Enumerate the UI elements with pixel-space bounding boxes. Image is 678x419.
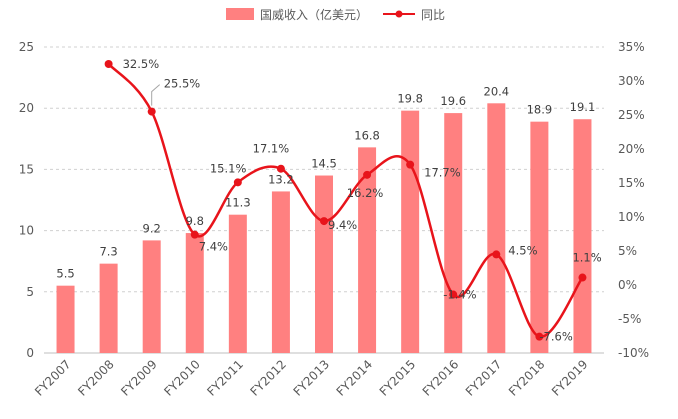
- y-right-tick-label: 0%: [618, 278, 637, 292]
- leader-line: [151, 84, 161, 106]
- bar-value-label: 11.3: [225, 196, 251, 210]
- bar: [358, 147, 377, 353]
- y-left-tick-label: 10: [19, 224, 34, 238]
- x-tick-label: FY2009: [118, 357, 160, 399]
- bar-value-label: 19.6: [440, 94, 466, 108]
- x-tick-label: FY2010: [161, 357, 203, 399]
- bar-value-label: 19.1: [570, 100, 596, 114]
- y-right-tick-label: 20%: [618, 142, 645, 156]
- bar-value-label: 16.8: [354, 128, 380, 142]
- line-point: [578, 273, 587, 282]
- x-tick-label: FY2008: [75, 357, 117, 399]
- x-tick-label: FY2016: [420, 357, 462, 399]
- bar: [573, 119, 592, 353]
- yoy-value-label: 25.5%: [164, 77, 201, 91]
- yoy-value-label: 7.4%: [199, 240, 228, 254]
- bar: [228, 214, 247, 353]
- bar: [99, 263, 118, 353]
- legend-line-marker: [395, 10, 403, 18]
- y-left-tick-label: 0: [26, 346, 34, 360]
- yoy-value-label: 32.5%: [123, 57, 160, 71]
- yoy-line: [107, 63, 584, 338]
- bar: [315, 175, 333, 353]
- legend: 国威收入（亿美元） 同比: [226, 7, 445, 22]
- line-point: [449, 290, 458, 299]
- line-point: [406, 160, 415, 169]
- y-left-tick-label: 5: [26, 285, 34, 299]
- bar: [142, 240, 161, 353]
- yoy-value-label: -7.6%: [539, 330, 572, 344]
- x-tick-label: FY2012: [247, 357, 289, 399]
- y-right-tick-label: 15%: [618, 176, 645, 190]
- bar-value-label: 19.8: [397, 92, 423, 106]
- line-point: [492, 250, 501, 259]
- y-left-tick-label: 20: [19, 101, 34, 115]
- x-tick-label: FY2007: [32, 357, 74, 399]
- bar: [530, 121, 549, 353]
- bar: [56, 285, 75, 353]
- yoy-value-label: 17.1%: [253, 142, 290, 156]
- x-tick-label: FY2017: [463, 357, 505, 399]
- y-right-tick-label: 10%: [618, 210, 645, 224]
- line-point: [276, 164, 285, 173]
- x-tick-label: FY2013: [291, 357, 333, 399]
- data-labels: 5.5 7.3 9.2 9.8 11.3 13.2 14.5 16.8 19.8 19.6 20.4…: [56, 57, 601, 344]
- line-point: [535, 332, 544, 341]
- x-tick-label: FY2014: [334, 357, 376, 399]
- line-point: [147, 107, 156, 116]
- legend-bar-label: 国威收入（亿美元）: [260, 7, 368, 22]
- line-series: [104, 60, 587, 341]
- y-right-tick-label: 25%: [618, 108, 645, 122]
- line-point: [363, 170, 372, 179]
- bar-value-label: 9.2: [143, 221, 161, 235]
- yoy-value-label: 1.1%: [572, 251, 601, 265]
- y-right-tick-label: -10%: [618, 346, 649, 360]
- line-point: [233, 178, 242, 187]
- yoy-value-label: 17.7%: [424, 166, 461, 180]
- x-tick-label: FY2018: [506, 357, 548, 399]
- x-tick-label: FY2015: [377, 357, 419, 399]
- legend-bar-swatch: [226, 8, 254, 20]
- x-tick-label: FY2011: [204, 357, 246, 399]
- y-left-tick-label: 15: [19, 162, 34, 176]
- line-point: [104, 60, 113, 68]
- bar: [271, 191, 290, 353]
- bar-value-label: 7.3: [99, 245, 117, 259]
- y-left-tick-label: 25: [19, 40, 34, 54]
- yoy-value-label: 16.2%: [347, 186, 384, 200]
- y-right-tick-label: -5%: [618, 312, 641, 326]
- x-tick-label: FY2019: [549, 357, 591, 399]
- bar: [487, 103, 506, 353]
- bar-value-label: 5.5: [56, 267, 74, 281]
- y-right-tick-label: 5%: [618, 244, 637, 258]
- line-point: [320, 217, 328, 226]
- y-right-tick-label: 30%: [618, 74, 645, 88]
- yoy-value-label: -1.4%: [443, 288, 476, 302]
- bar-value-label: 14.5: [311, 157, 337, 171]
- bar: [444, 113, 463, 353]
- bar-series: [56, 103, 592, 353]
- bar-value-label: 18.9: [527, 103, 553, 117]
- bar: [401, 110, 420, 353]
- line-point: [190, 230, 199, 239]
- yoy-value-label: 15.1%: [210, 161, 247, 175]
- legend-line-label: 同比: [421, 8, 445, 22]
- y-right-tick-label: 35%: [618, 40, 645, 54]
- bar-value-label: 13.2: [268, 172, 294, 186]
- yoy-value-label: 9.4%: [328, 218, 357, 232]
- bar: [185, 233, 204, 353]
- yoy-value-label: 4.5%: [508, 243, 537, 257]
- bar-value-label: 9.8: [186, 214, 204, 228]
- bar-value-label: 20.4: [484, 84, 510, 98]
